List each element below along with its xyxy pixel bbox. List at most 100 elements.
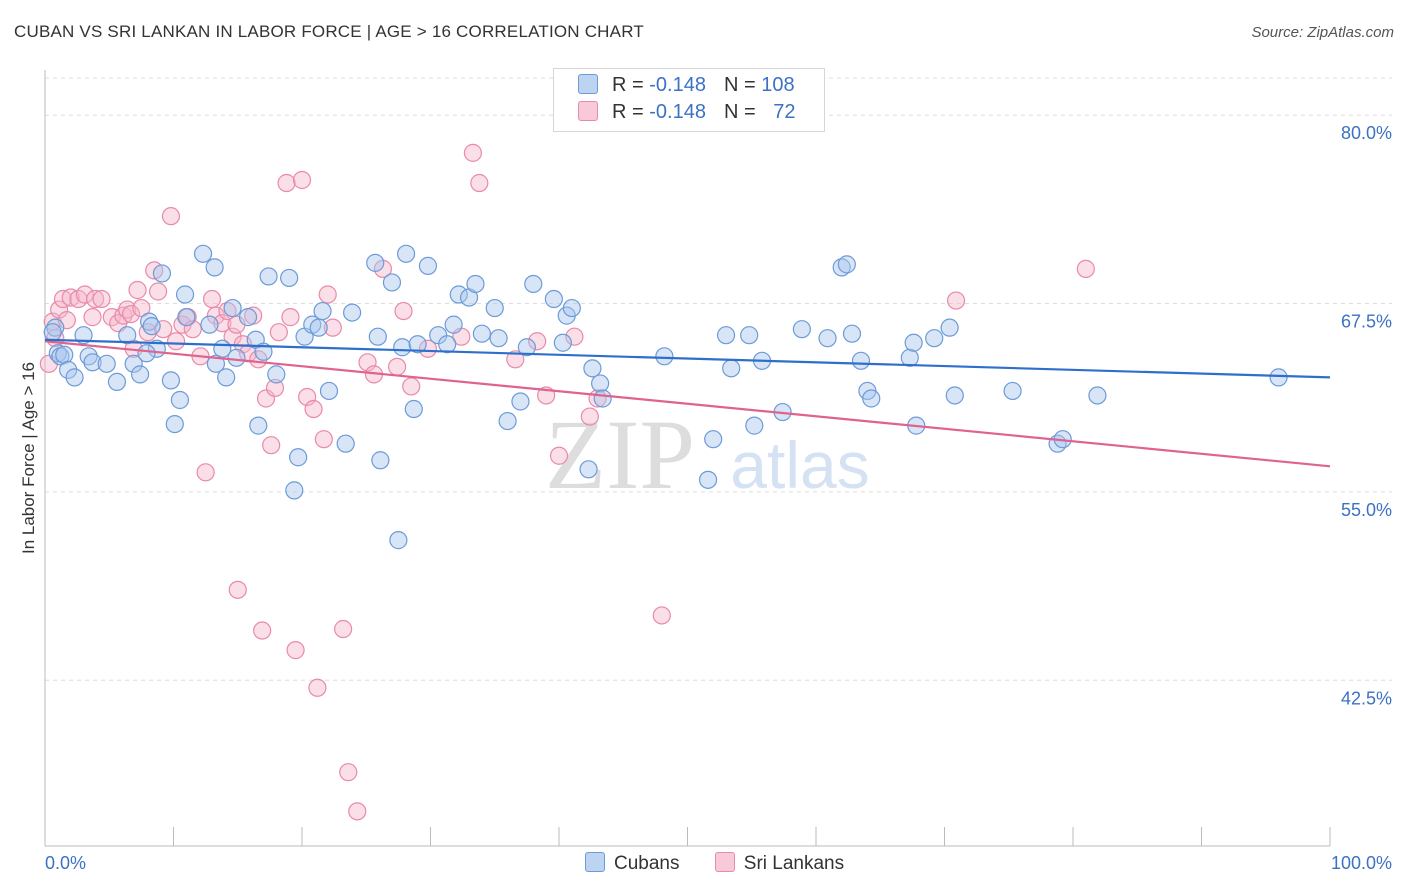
srilankans-point bbox=[206, 306, 226, 325]
cubans-point bbox=[137, 344, 156, 363]
srilankans-point bbox=[196, 463, 215, 482]
y-tick-label: 80.0% bbox=[1341, 123, 1392, 143]
cubans-point bbox=[48, 344, 67, 363]
legend-n-label: N = bbox=[723, 74, 762, 96]
srilankans-point bbox=[946, 291, 966, 310]
cubans-point bbox=[862, 389, 881, 408]
legend-box: R = -0.148 N = 108 R = -0.148 N = 72 bbox=[553, 68, 825, 132]
cubans-point bbox=[745, 416, 764, 435]
legend-r-value: -0.148 bbox=[649, 74, 706, 96]
cubans-point bbox=[591, 374, 610, 393]
srilankans-point bbox=[75, 285, 94, 304]
srilankans-point bbox=[463, 143, 483, 162]
cubans-point bbox=[97, 354, 116, 373]
cubans-point bbox=[842, 324, 862, 343]
cubans-point bbox=[161, 371, 181, 390]
cubans-point bbox=[227, 348, 246, 367]
cubans-trend-line bbox=[44, 338, 1331, 379]
cubans-point bbox=[498, 411, 517, 431]
cubans-point bbox=[319, 381, 339, 401]
srilankans-point bbox=[253, 621, 272, 640]
cubans-point bbox=[940, 318, 959, 337]
cubans-point bbox=[408, 335, 427, 354]
cubans-point bbox=[393, 338, 412, 357]
watermark-zip: ZIP bbox=[545, 399, 695, 510]
cubans-point bbox=[130, 365, 150, 384]
srilankans-point bbox=[132, 298, 151, 318]
srilankans-point bbox=[528, 332, 547, 351]
legend-row-srilankans: R = -0.148 N = 72 bbox=[578, 101, 795, 127]
cubans-point bbox=[792, 320, 811, 339]
cubans-point bbox=[336, 434, 355, 453]
cubans-point bbox=[562, 298, 581, 318]
cubans-point bbox=[368, 327, 387, 346]
cubans-point bbox=[438, 335, 457, 354]
srilankans-point bbox=[394, 301, 413, 321]
cubans-point bbox=[371, 451, 390, 470]
srilankans-point bbox=[652, 606, 671, 625]
srilankans-point bbox=[277, 173, 296, 193]
cubans-point bbox=[177, 308, 196, 327]
bottom-legend-cubans: Cubans bbox=[585, 852, 680, 875]
cubans-point bbox=[655, 347, 674, 366]
cubans-point bbox=[249, 416, 268, 435]
cubans-point bbox=[396, 244, 416, 263]
bottom-legend-srilankans: Sri Lankans bbox=[714, 852, 845, 875]
cubans-point bbox=[267, 365, 286, 384]
cubans-point bbox=[59, 360, 78, 379]
y-axis-title: In Labor Force | Age > 16 bbox=[19, 362, 38, 554]
cubans-swatch bbox=[585, 852, 605, 872]
srilankans-point bbox=[86, 289, 105, 309]
cubans-point bbox=[524, 274, 543, 294]
cubans-swatch bbox=[578, 74, 598, 94]
srilankans-swatch bbox=[714, 852, 735, 872]
trend-lines bbox=[44, 338, 1331, 468]
cubans-point bbox=[382, 273, 402, 292]
cubans-point bbox=[206, 354, 226, 373]
cubans-point bbox=[259, 267, 278, 286]
legend-r-label: R = bbox=[612, 74, 650, 96]
cubans-point bbox=[165, 414, 184, 434]
cubans-point bbox=[152, 264, 172, 283]
srilankans-point bbox=[256, 389, 276, 408]
srilankans-point bbox=[348, 802, 367, 821]
cubans-point bbox=[945, 386, 964, 405]
legend-row-cubans: R = -0.148 N = 108 bbox=[578, 74, 795, 100]
cubans-point bbox=[553, 333, 572, 352]
srilankans-point bbox=[418, 339, 438, 358]
srilankans-point bbox=[161, 207, 181, 226]
srilankans-point bbox=[166, 332, 186, 351]
cubans-point bbox=[309, 318, 328, 337]
cubans-point bbox=[579, 460, 598, 479]
srilankans-swatch bbox=[578, 101, 598, 121]
chart-title: CUBAN VS SRI LANKAN IN LABOR FORCE | AGE… bbox=[14, 22, 644, 41]
srilankans-point bbox=[402, 377, 421, 396]
srilankans-legend-label: Sri Lankans bbox=[743, 853, 845, 874]
srilankans-point bbox=[506, 350, 525, 369]
cubans-point bbox=[740, 326, 759, 345]
cubans-point bbox=[818, 329, 837, 348]
srilankans-point bbox=[265, 378, 285, 398]
srilankans-point bbox=[304, 399, 323, 419]
cubans-point bbox=[466, 274, 485, 294]
cubans-legend-label: Cubans bbox=[614, 853, 680, 874]
srilankans-point bbox=[218, 301, 237, 321]
cubans-point bbox=[217, 368, 236, 387]
cubans-point bbox=[285, 481, 304, 500]
srilankans-point bbox=[121, 305, 141, 324]
srilankans-point bbox=[318, 285, 337, 304]
cubans-point bbox=[716, 326, 736, 345]
cubans-point bbox=[1088, 386, 1107, 405]
cubans-point bbox=[511, 392, 530, 411]
cubans-point bbox=[472, 324, 491, 343]
cubans-point bbox=[366, 253, 385, 272]
cubans-point bbox=[289, 448, 308, 467]
cubans-point bbox=[418, 256, 438, 275]
srilankans-point bbox=[281, 308, 300, 327]
cubans-point bbox=[583, 359, 602, 378]
cubans-point bbox=[851, 351, 871, 370]
srilankans-point bbox=[339, 763, 358, 782]
source-label: Source: ZipAtlas.com bbox=[1251, 24, 1394, 41]
x-tick-label-max: 100.0% bbox=[1331, 853, 1392, 873]
cubans-point bbox=[900, 348, 919, 367]
